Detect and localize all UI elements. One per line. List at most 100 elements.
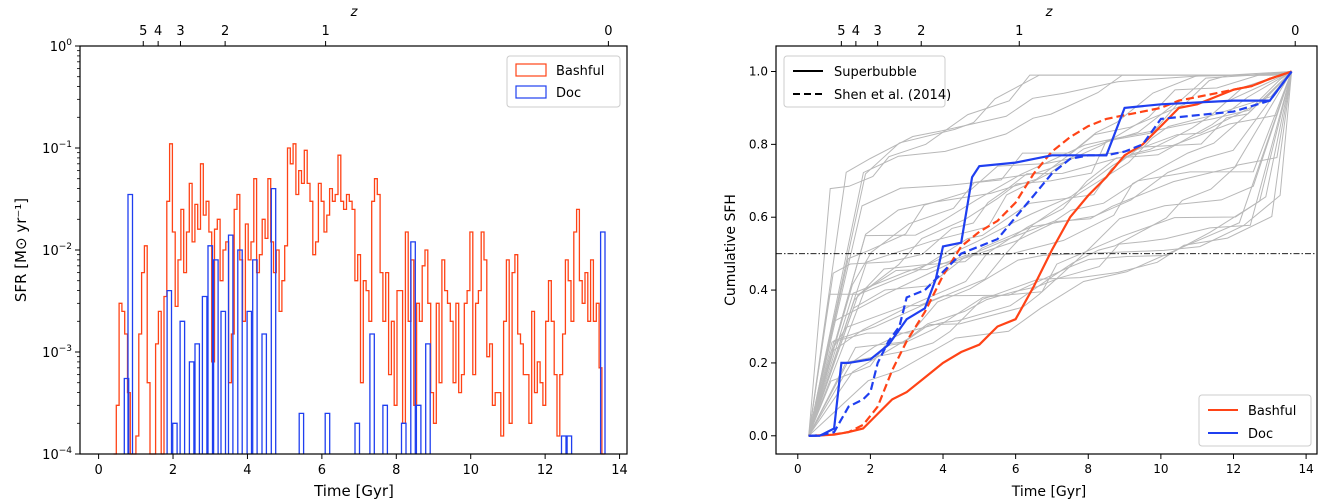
cumulative-z-tick-label: 5 (837, 24, 845, 39)
doc-sfr-bar (261, 333, 268, 454)
cumulative-y-axis-label: Cumulative SFH (723, 194, 739, 306)
sfr-x-tick-label: 14 (611, 463, 628, 478)
legend-doc-swatch (515, 85, 547, 99)
gray-history-line (808, 71, 1292, 436)
cumulative-x-tick-label: 10 (1153, 462, 1168, 476)
sfr-y-axis-label: SFR [M⊙ yr⁻¹] (12, 198, 30, 302)
gray-history-line (808, 71, 1293, 436)
cumulative-y-tick-label: 1.0 (749, 65, 768, 79)
cumulative-z-tick-label: 0 (1291, 24, 1299, 39)
doc-sfr-bar (246, 310, 253, 454)
sfr-x-tick-label: 2 (169, 463, 177, 478)
gray-history-line (808, 71, 1293, 436)
doc-sfr-bar (369, 333, 375, 454)
gray-history-line (808, 71, 1293, 437)
sfr-z-axis-label: z (350, 5, 359, 20)
doc-sfr-bar (212, 259, 219, 454)
legend-bashful-label: Bashful (556, 64, 604, 79)
sfr-y-tick-label: 10−3 (42, 344, 72, 361)
doc-solid-line (808, 70, 1293, 437)
cumulative-z-tick-label: 3 (874, 24, 882, 39)
cumulative-x-tick-label: 8 (1084, 462, 1092, 476)
sfr-x-tick-label: 12 (537, 463, 554, 478)
sfr-z-tick-label: 5 (139, 24, 147, 39)
cumulative-y-tick-label: 0.2 (749, 356, 768, 370)
sfr-y-tick-label: 10−4 (42, 446, 72, 463)
doc-sfr-bar (172, 422, 178, 454)
gray-history-line (808, 71, 1292, 436)
doc-sfr-bar (410, 241, 416, 454)
sfr-x-axis-label: Time [Gyr] (313, 482, 394, 500)
doc-sfr-bar (298, 412, 305, 454)
sfr-y-tick-label: 10−2 (42, 242, 72, 259)
cumulative-y-tick-label: 0.6 (749, 210, 768, 224)
cumulative-z-tick-label: 4 (852, 24, 860, 39)
gray-history-line (808, 71, 1293, 437)
doc-sfr-bar (194, 343, 201, 454)
legend-superbubble-label: Superbubble (834, 65, 917, 80)
sfr-x-tick-label: 6 (318, 463, 326, 478)
sfr-legend: Bashful Doc (506, 55, 621, 108)
legend-doc-label: Doc (556, 86, 581, 101)
legend-shen-label: Shen et al. (2014) (834, 88, 951, 103)
sfr-x-tick-label: 4 (243, 463, 251, 478)
cumulative-z-axis-label: z (1045, 5, 1054, 20)
cumulative-y-tick-label: 0.4 (749, 283, 768, 297)
doc-sfr-bar (566, 435, 573, 454)
cumulative-x-tick-label: 2 (867, 462, 875, 476)
doc-sfr-bar (227, 234, 234, 454)
cumulative-x-tick-label: 14 (1298, 462, 1313, 476)
cumulative-series (808, 70, 1293, 437)
sfr-z-tick-label: 4 (154, 24, 162, 39)
color-legend: Bashful Doc (1198, 394, 1312, 447)
gray-history-line (808, 71, 1293, 436)
legend-bashful-swatch (515, 63, 547, 77)
gray-history-line (808, 71, 1292, 436)
sfr-y-ticks: 100 10−1 10−2 10−3 10−4 (42, 38, 80, 463)
sfr-legend-box (506, 55, 621, 108)
doc-sfr-bar (188, 361, 195, 454)
doc-sfr-bar (201, 295, 208, 454)
sfr-y-tick-label: 10−1 (42, 140, 72, 157)
doc-sfr-bar (166, 289, 173, 454)
cumulative-plot-frame (775, 45, 1318, 455)
cumulative-y-tick-label: 0.8 (749, 137, 768, 151)
style-legend-box (783, 55, 946, 108)
doc-sfr-bar (400, 422, 407, 454)
gray-history-line (808, 71, 1292, 436)
gray-history-line (808, 71, 1293, 436)
legend-doc-line-label: Doc (1248, 427, 1273, 442)
doc-sfr-bar (560, 435, 567, 454)
bashful-dash-line (808, 70, 1292, 437)
legend-bashful-line-label: Bashful (1248, 404, 1296, 419)
sfr-z-tick-label: 1 (321, 24, 329, 39)
doc-sfr-bar (179, 320, 186, 454)
doc-sfr-bar (127, 193, 134, 454)
doc-sfr-bar (220, 310, 227, 454)
gray-history-line (808, 71, 1293, 436)
sfr-x-tick-label: 0 (94, 463, 102, 478)
cumulative-x-axis-label: Time [Gyr] (1011, 484, 1087, 500)
cumulative-y-tick-label: 0.0 (749, 429, 768, 443)
style-legend: Superbubble Shen et al. (2014) (783, 55, 951, 108)
gray-history-line (808, 71, 1292, 436)
gray-history-line (808, 71, 1292, 436)
gray-history-line (808, 71, 1293, 437)
sfr-z-tick-label: 0 (604, 24, 612, 39)
doc-dash-line (808, 70, 1293, 437)
cumulative-z-tick-label: 1 (1015, 24, 1023, 39)
cumulative-x-tick-label: 0 (794, 462, 802, 476)
doc-sfr-bar (599, 231, 606, 454)
doc-sfr-bar (425, 343, 431, 454)
sfr-x-ticks: 0 2 4 6 8 10 12 14 (94, 454, 628, 478)
doc-sfr-bar (382, 404, 389, 454)
sfr-z-tick-label: 2 (221, 24, 229, 39)
doc-sfr-bar (354, 422, 361, 454)
cumulative-x-tick-label: 6 (1012, 462, 1020, 476)
cumulative-x-ticks: 0 2 4 6 8 10 12 14 (794, 454, 1314, 476)
sfr-x-tick-label: 10 (462, 463, 479, 478)
gray-history-line (808, 71, 1292, 436)
